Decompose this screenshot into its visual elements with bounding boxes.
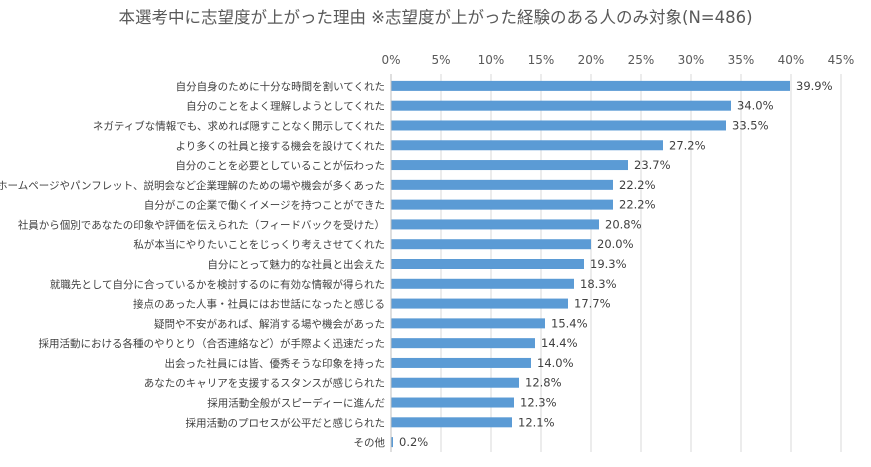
bar <box>391 140 663 151</box>
category-label: 採用活動における各種のやりとり（合否連絡など）が手際よく迅速だった <box>39 337 386 350</box>
bar <box>391 437 393 448</box>
value-label: 23.7% <box>634 158 671 172</box>
category-label: 接点のあった人事・社員にはお世話になったと感じる <box>133 298 385 311</box>
value-label: 12.3% <box>520 396 557 410</box>
x-tick-label: 5% <box>431 53 450 67</box>
bar <box>391 338 535 349</box>
bar <box>391 120 726 131</box>
value-label: 15.4% <box>551 316 588 330</box>
bar <box>391 278 574 289</box>
value-label: 22.2% <box>619 178 656 192</box>
bar <box>391 179 613 190</box>
bar <box>391 80 790 91</box>
value-label: 12.1% <box>518 415 555 429</box>
category-label: 自分がこの企業で働くイメージを持つことができた <box>144 199 385 212</box>
x-tick-label: 10% <box>478 53 505 67</box>
bar <box>391 259 584 269</box>
x-tick-label: 0% <box>381 53 400 67</box>
category-label: 自分のことを必要としていることが伝わった <box>175 159 385 172</box>
value-label: 18.3% <box>580 277 617 291</box>
x-tick-label: 30% <box>678 53 705 67</box>
category-label: その他 <box>354 436 386 449</box>
bar <box>391 298 568 309</box>
category-label: 社員から個別であなたの印象や評価を伝えられた（フィードバックを受けた） <box>18 218 385 231</box>
category-label: 出会った社員には皆、優秀そうな印象を持った <box>165 357 386 370</box>
category-label: ホームページやパンフレット、説明会など企業理解のための場や機会が多くあった <box>0 179 385 192</box>
x-tick-label: 15% <box>528 53 555 67</box>
x-tick-label: 20% <box>578 53 605 67</box>
category-label: 採用活動のプロセスが公平だと感じられた <box>186 416 386 429</box>
value-label: 20.8% <box>605 217 642 231</box>
chart-title: 本選考中に志望度が上がった理由 ※志望度が上がった経験のある人のみ対象(N=48… <box>118 8 753 27</box>
value-label: 39.9% <box>796 79 833 93</box>
category-label: 採用活動全般がスピーディーに進んだ <box>207 397 385 410</box>
category-label: 疑問や不安があれば、解消する場や機会があった <box>154 317 385 330</box>
value-label: 14.0% <box>537 356 574 370</box>
x-tick-label: 40% <box>778 53 805 67</box>
bar <box>391 318 545 329</box>
bar <box>391 219 599 230</box>
value-label: 0.2% <box>399 435 428 449</box>
bar <box>391 417 512 428</box>
value-label: 34.0% <box>737 99 774 113</box>
category-label: ネガティブな情報でも、求めれば隠すことなく開示してくれた <box>93 119 385 132</box>
value-label: 20.0% <box>597 237 634 251</box>
x-tick-label: 35% <box>728 53 755 67</box>
category-label: 自分にとって魅力的な社員と出会えた <box>207 258 385 271</box>
bar <box>391 397 514 408</box>
value-label: 14.4% <box>541 336 578 350</box>
value-label: 33.5% <box>732 118 769 132</box>
value-label: 22.2% <box>619 198 656 212</box>
category-label: より多くの社員と接する機会を設けてくれた <box>176 139 385 152</box>
value-label: 27.2% <box>669 138 706 152</box>
value-label: 17.7% <box>574 297 611 311</box>
category-label: 就職先として自分に合っているかを検討するのに有効な情報が得られた <box>50 278 385 291</box>
x-tick-label: 25% <box>628 53 655 67</box>
x-tick-label: 45% <box>828 53 855 67</box>
bar <box>391 199 613 210</box>
category-label: 自分自身のために十分な時間を割いてくれた <box>176 80 385 93</box>
value-label: 19.3% <box>590 257 627 271</box>
bar <box>391 160 628 171</box>
category-label: 私が本当にやりたいことをじっくり考えさせてくれた <box>133 238 385 251</box>
value-label: 12.8% <box>525 376 562 390</box>
category-label: あなたのキャリアを支援するスタンスが感じられた <box>144 377 385 390</box>
bar <box>391 357 531 368</box>
bar <box>391 377 519 388</box>
bar <box>391 239 591 250</box>
bar <box>391 100 731 111</box>
category-label: 自分のことをよく理解しようとしてくれた <box>186 100 385 113</box>
